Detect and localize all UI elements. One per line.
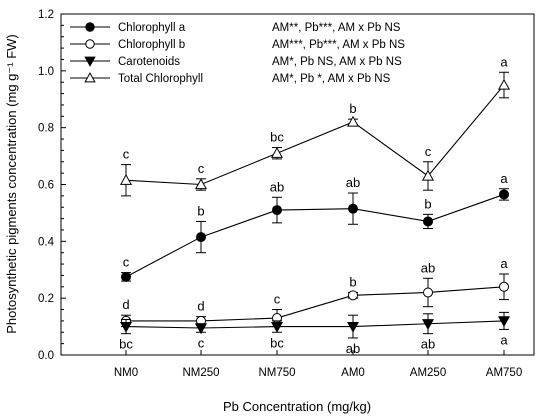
data-point — [121, 271, 131, 282]
significance-letter: ab — [421, 337, 435, 352]
significance-letter: a — [500, 332, 508, 347]
data-point — [423, 216, 433, 227]
legend-item: Total Chlorophyll AM*, Pb *, AM x Pb NS — [70, 72, 391, 85]
data-point — [84, 72, 96, 83]
y-tick-label: 0.8 — [38, 123, 54, 135]
data-point — [348, 290, 358, 301]
significance-letter: c — [198, 335, 205, 350]
stats-annotation: AM**, Pb***, AM x Pb NS — [272, 22, 401, 34]
y-tick-label: 0.2 — [38, 293, 54, 305]
y-tick-label: 0.4 — [38, 236, 55, 248]
significance-letter: bc — [270, 130, 284, 145]
significance-letter: a — [500, 171, 508, 186]
significance-letter: ab — [421, 260, 435, 275]
significance-letter: d — [122, 297, 129, 312]
y-axis: 0.0 0.2 0.4 0.6 0.8 1.0 1.2 — [38, 9, 66, 362]
data-point — [421, 319, 435, 330]
x-axis: NM0 NM250 NM750 AM0 AM250 AM750 — [114, 350, 522, 379]
data-point — [194, 323, 208, 335]
legend-item: Chlorophyll a AM**, Pb***, AM x Pb NS — [70, 22, 401, 34]
data-point — [119, 174, 133, 185]
significance-letter: b — [197, 203, 204, 218]
significance-letter: bc — [119, 337, 133, 352]
data-point — [196, 232, 206, 243]
x-tick-label: NM0 — [114, 367, 138, 379]
series-chlorophyll-a: c b ab ab b a — [121, 171, 509, 282]
data-point — [270, 321, 284, 333]
data-point — [421, 169, 435, 181]
significance-letter: a — [500, 54, 508, 69]
x-axis-label: Pb Concentration (mg/kg) — [223, 399, 371, 414]
series-carotenoids: bc c bc ab ab a — [119, 311, 511, 356]
significance-letter: d — [197, 299, 204, 314]
y-tick-label: 0.6 — [38, 180, 54, 192]
data-point — [348, 203, 358, 214]
significance-letter: bc — [270, 335, 284, 350]
significance-letter: c — [123, 255, 130, 270]
significance-letter: b — [424, 196, 431, 211]
y-tick-label: 1.0 — [38, 66, 54, 78]
significance-letter: b — [349, 101, 356, 116]
data-point — [119, 321, 133, 333]
series-line — [126, 286, 505, 322]
series-line — [125, 320, 505, 329]
x-tick-label: NM750 — [258, 367, 295, 379]
stats-annotation: AM***, Pb***, AM x Pb NS — [272, 39, 405, 51]
significance-letter: b — [349, 274, 356, 289]
data-point — [270, 147, 284, 158]
significance-letter: c — [425, 144, 432, 159]
legend-label: Total Chlorophyll — [118, 73, 203, 85]
stats-annotation: AM*, Pb *, AM x Pb NS — [272, 73, 391, 85]
data-point — [272, 205, 282, 216]
data-point — [194, 178, 208, 190]
data-point — [346, 115, 360, 127]
data-point — [85, 22, 95, 32]
significance-letter: c — [274, 292, 281, 307]
legend-item: Carotenoids AM*, Pb NS, AM x Pb NS — [70, 56, 402, 68]
significance-letter: ab — [346, 341, 360, 356]
legend-label: Chlorophyll b — [118, 39, 185, 51]
x-tick-label: NM250 — [182, 367, 219, 379]
legend-item: Chlorophyll b AM***, Pb***, AM x Pb NS — [70, 39, 405, 51]
x-tick-label: AM250 — [410, 367, 446, 379]
data-point — [497, 316, 511, 328]
y-axis-label: Photosynthetic pigments concentration (m… — [4, 34, 19, 333]
data-point — [499, 281, 509, 292]
data-point — [85, 39, 95, 49]
significance-letter: c — [198, 161, 205, 176]
y-tick-label: 1.2 — [38, 9, 54, 21]
y-tick-label: 0.0 — [38, 350, 54, 362]
series-chlorophyll-b: d d c b ab a — [121, 256, 509, 328]
legend-label: Chlorophyll a — [118, 22, 186, 34]
data-point — [423, 287, 433, 298]
significance-letter: c — [123, 147, 130, 162]
data-point — [84, 56, 96, 67]
stats-annotation: AM*, Pb NS, AM x Pb NS — [272, 56, 402, 68]
data-point — [346, 321, 360, 333]
x-tick-label: AM750 — [486, 367, 522, 379]
legend: Chlorophyll a AM**, Pb***, AM x Pb NSChlo… — [70, 22, 405, 85]
significance-letter: ab — [346, 175, 360, 190]
series-line — [125, 84, 505, 186]
x-tick-label: AM0 — [341, 367, 365, 379]
series-line — [125, 193, 505, 278]
data-point — [497, 78, 511, 90]
significance-letter: ab — [270, 179, 284, 194]
significance-letter: a — [500, 256, 508, 271]
data-point — [499, 189, 509, 200]
legend-label: Carotenoids — [118, 56, 180, 68]
